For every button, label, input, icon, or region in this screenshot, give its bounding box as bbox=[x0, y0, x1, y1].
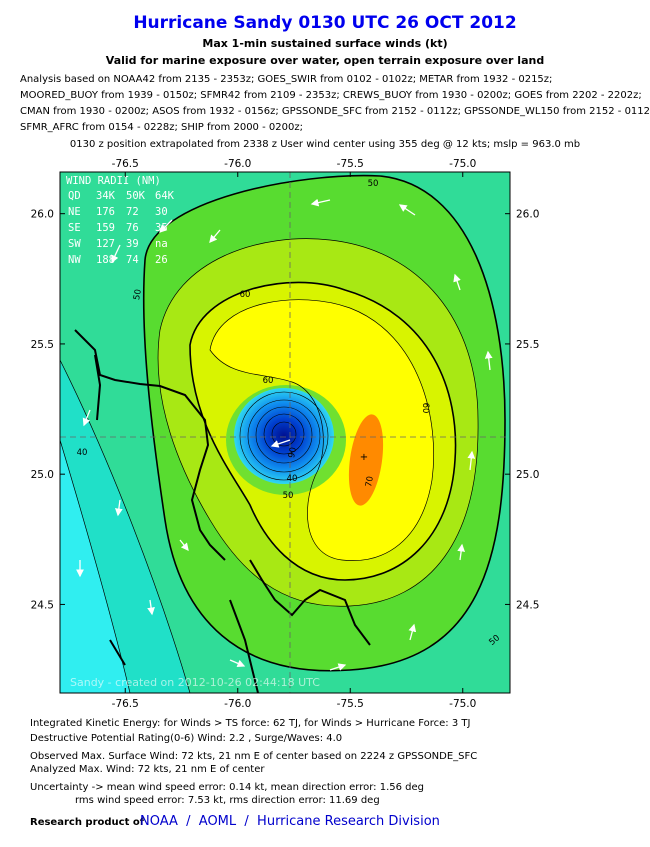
radii-cell: 30 bbox=[155, 206, 168, 218]
contour-label: 60 bbox=[263, 376, 274, 386]
radii-cell: 35 bbox=[155, 222, 168, 234]
map-frame bbox=[59, 171, 511, 694]
radii-cell: 39 bbox=[126, 238, 139, 250]
radii-cell: 176 bbox=[96, 206, 115, 218]
radii-title: WIND RADII (NM) bbox=[66, 175, 161, 187]
radii-cell: SE bbox=[68, 222, 81, 234]
contour-label: 70 bbox=[364, 475, 376, 487]
contour-label: 50 bbox=[283, 491, 294, 501]
radii-cell: 74 bbox=[126, 254, 139, 266]
x-tick-label: -75.5 bbox=[337, 698, 364, 710]
radii-cell: 26 bbox=[155, 254, 168, 266]
radii-cell: 159 bbox=[96, 222, 115, 234]
x-tick-label: -76.5 bbox=[112, 158, 139, 170]
footer-line: Observed Max. Surface Wind: 72 kts, 21 n… bbox=[30, 751, 477, 762]
radii-cell: NW bbox=[68, 254, 81, 266]
title: Hurricane Sandy 0130 UTC 26 OCT 2012 bbox=[133, 13, 516, 33]
credit-prefix: Research product of bbox=[30, 817, 145, 828]
x-tick-label: -75.0 bbox=[449, 698, 476, 710]
radii-cell: 72 bbox=[126, 206, 139, 218]
credit[interactable]: NOAA / AOML / Hurricane Research Divisio… bbox=[140, 814, 440, 829]
analysis-line: CMAN from 1930 - 0200z; ASOS from 1932 -… bbox=[20, 106, 650, 117]
x-tick-label: -76.0 bbox=[224, 698, 251, 710]
y-tick-label: 24.5 bbox=[31, 599, 54, 611]
y-tick-label: 26.0 bbox=[31, 209, 54, 221]
contour-label: 90 bbox=[287, 446, 299, 458]
contour-label: 50 bbox=[368, 179, 379, 189]
analysis-line: SFMR_AFRC from 0154 - 0228z; SHIP from 2… bbox=[20, 122, 303, 133]
watermark: Sandy - created on 2012-10-26 02:44:18 U… bbox=[70, 676, 320, 689]
x-tick-label: -76.0 bbox=[224, 158, 251, 170]
footer-line: Uncertainty -> mean wind speed error: 0.… bbox=[30, 782, 424, 793]
radii-header: 50K bbox=[126, 190, 146, 202]
y-tick-label: 26.0 bbox=[516, 209, 539, 221]
footer-line: Destructive Potential Rating(0-6) Wind: … bbox=[30, 733, 342, 744]
x-tick-label: -76.5 bbox=[112, 698, 139, 710]
radii-cell: 76 bbox=[126, 222, 139, 234]
footer-line: rms wind speed error: 7.53 kt, rms direc… bbox=[75, 795, 380, 806]
y-tick-label: 25.5 bbox=[516, 339, 539, 351]
radii-header: QD bbox=[68, 190, 81, 202]
y-tick-label: 25.5 bbox=[31, 339, 54, 351]
analysis-line: Analysis based on NOAA42 from 2135 - 235… bbox=[20, 74, 552, 85]
footer-line: Integrated Kinetic Energy: for Winds > T… bbox=[30, 718, 470, 729]
radii-cell: NE bbox=[68, 206, 81, 218]
subtitle: Max 1-min sustained surface winds (kt) bbox=[202, 37, 447, 50]
contour-label: 60 bbox=[240, 290, 251, 300]
radii-cell: 127 bbox=[96, 238, 115, 250]
subtitle: Valid for marine exposure over water, op… bbox=[106, 54, 544, 67]
radii-cell: 188 bbox=[96, 254, 115, 266]
radii-header: 64K bbox=[155, 190, 175, 202]
y-tick-label: 25.0 bbox=[31, 469, 54, 481]
contour-label: 40 bbox=[287, 474, 298, 484]
contour-label: 60 bbox=[420, 403, 430, 414]
axes: -76.5 -76.5 -76.0 -76.0 -75.5 -75.5 -75.0 -75.0… bbox=[31, 158, 540, 710]
analysis-line: MOORED_BUOY from 1939 - 0150z; SFMR42 fr… bbox=[20, 90, 642, 101]
y-tick-label: 25.0 bbox=[516, 469, 539, 481]
wind-field: + bbox=[60, 172, 510, 693]
wind-radii: WIND RADII (NM) QD 34K 50K 64K NE 176 72 30 SE 159… bbox=[66, 175, 175, 266]
y-tick-label: 24.5 bbox=[516, 599, 539, 611]
radii-header: 34K bbox=[96, 190, 116, 202]
contour-label: 50 bbox=[132, 288, 144, 300]
x-tick-label: -75.0 bbox=[449, 158, 476, 170]
radii-cell: na bbox=[155, 238, 168, 250]
position-note: 0130 z position extrapolated from 2338 z… bbox=[70, 139, 580, 150]
radii-cell: SW bbox=[68, 238, 81, 250]
footer-line: Analyzed Max. Wind: 72 kts, 21 nm E of c… bbox=[30, 764, 265, 775]
svg-text:+: + bbox=[360, 452, 368, 463]
x-tick-label: -75.5 bbox=[337, 158, 364, 170]
contour-label: 40 bbox=[77, 448, 88, 458]
